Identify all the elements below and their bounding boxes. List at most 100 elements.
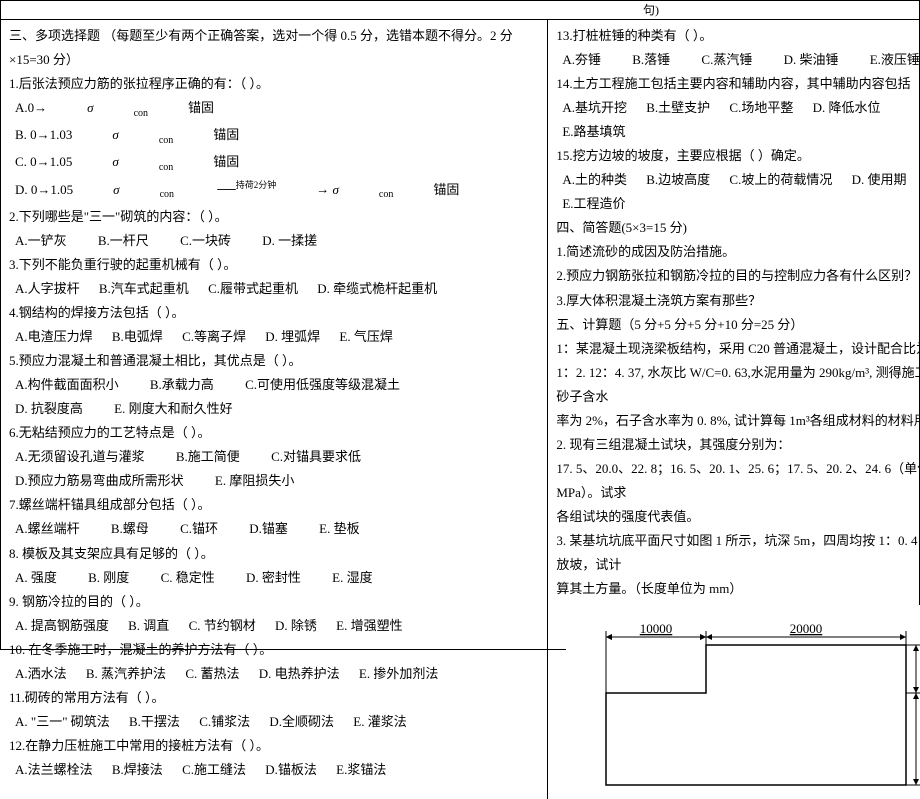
q12-opt-c: C.施工缝法 [182,758,246,782]
q4-opt-e: E. 气压焊 [339,325,392,349]
s4q3: 3.厚大体积混凝土浇筑方案有那些？ [556,289,920,313]
q8-opt-a: A. 强度 [15,566,57,590]
q1-options-row1: A.0→σcon 锚固 B. 0→1.03σcon 锚固 [9,96,539,150]
q4-stem: 4.钢结构的焊接方法包括（ ）。 [9,301,539,325]
q8-options: A. 强度 B. 刚度 C. 稳定性 D. 密封性 E. 湿度 [9,566,539,590]
q4-opt-a: A.电渣压力焊 [15,325,93,349]
q12-opt-d: D.锚板法 [265,758,317,782]
q2-opt-a: A.一铲灰 [15,229,67,253]
q1-options-row2: C. 0→1.05σcon 锚固 D. 0→1.05σcon ──持荷2分钟→ … [9,150,539,205]
q7-opt-b: B.螺母 [111,517,149,541]
s5q3-line2: 算其土方量。（长度单位为 mm） [556,577,920,601]
q10-opt-d: D. 电热养护法 [259,662,340,686]
q6-opt-a: A.无须留设孔道与灌浆 [15,445,145,469]
q11-opt-a: A. "三一" 砌筑法 [15,710,110,734]
q12-opt-e: E.浆锚法 [336,758,386,782]
q3-opt-b: B.汽车式起重机 [99,277,189,301]
q10-opt-b: B. 蒸汽养护法 [86,662,166,686]
q11-options: A. "三一" 砌筑法 B.干摆法 C.铺浆法 D.全顺砌法 E. 灌浆法 [9,710,539,734]
s5q3-line1: 3. 某基坑坑底平面尺寸如图 1 所示，坑深 5m，四周均按 1：0. 4 的坡… [556,529,920,577]
q9-opt-a: A. 提高钢筋强度 [15,614,109,638]
q12-opt-b: B.焊接法 [112,758,163,782]
q7-opt-e: E. 垫板 [319,517,359,541]
q8-stem: 8. 模板及其支架应具有足够的（ ）。 [9,542,539,566]
q15-opt-a: A.土的种类 [562,168,627,192]
q14-opt-b: B.土壁支护 [646,96,710,120]
q15-opt-e: E.工程造价 [562,192,625,216]
q2-opt-c: C.一块砖 [180,229,231,253]
q6-options-row2: D.预应力筋易弯曲成所需形状 E. 摩阻损失小 [9,469,539,493]
q6-opt-b: B.施工简便 [176,445,240,469]
q3-stem: 3.下列不能负重行驶的起重机械有（ ）。 [9,253,539,277]
q5-opt-c: C.可使用低强度等级混凝土 [245,373,400,397]
q15-opt-c: C.坡上的荷载情况 [729,168,832,192]
two-columns: 三、多项选择题 （每题至少有两个正确答案，选对一个得 0.5 分，选错本题不得分… [1,20,919,799]
q5-opt-e: E. 刚度大和耐久性好 [114,397,232,421]
q2-opt-b: B.一杆尺 [98,229,149,253]
q14-opt-d: D. 降低水位 [813,96,881,120]
q10-opt-e: E. 掺外加剂法 [359,662,438,686]
q15-stem: 15.挖方边坡的坡度，主要应根据（ ）确定。 [556,144,920,168]
section-3-header: 三、多项选择题 （每题至少有两个正确答案，选对一个得 0.5 分，选错本题不得分… [9,24,539,72]
q5-options-row2: D. 抗裂度高 E. 刚度大和耐久性好 [9,397,539,421]
q8-opt-d: D. 密封性 [246,566,301,590]
q6-stem: 6.无粘结预应力的工艺特点是（ ）。 [9,421,539,445]
q7-options: A.螺丝端杆 B.螺母 C.锚环 D.锚塞 E. 垫板 [9,517,539,541]
q9-opt-d: D. 除锈 [275,614,317,638]
q8-opt-e: E. 湿度 [332,566,372,590]
left-column: 三、多项选择题 （每题至少有两个正确答案，选对一个得 0.5 分，选错本题不得分… [1,20,548,799]
q4-opt-b: B.电弧焊 [112,325,163,349]
q11-opt-c: C.铺浆法 [199,710,250,734]
q15-options: A.土的种类 B.边坡高度 C.坡上的荷载情况 D. 使用期 E.工程造价 [556,168,920,216]
q9-opt-e: E. 增强塑性 [336,614,402,638]
q10-options: A.洒水法 B. 蒸汽养护法 C. 蓄热法 D. 电热养护法 E. 掺外加剂法 [9,662,539,686]
q13-options: A.夯锤 B.落锤 C.蒸汽锤 D. 柴油锤 E.液压锤 [556,48,920,72]
q1-opt-a: A.0→σcon 锚固 [15,96,254,123]
foundation-pit-figure: 10000 20000 5000 10000 [566,605,920,795]
q3-options: A.人字拔杆 B.汽车式起重机 C.履带式起重机 D. 牵缆式桅杆起重机 [9,277,539,301]
q7-stem: 7.螺丝端杆锚具组成部分包括（ ）。 [9,493,539,517]
q3-opt-a: A.人字拔杆 [15,277,80,301]
q4-opt-d: D. 埋弧焊 [265,325,320,349]
s5q1-line2: 1：2. 12：4. 37, 水灰比 W/C=0. 63,水泥用量为 290kg… [556,361,920,409]
s4q2: 2.预应力钢筋张拉和钢筋冷拉的目的与控制应力各有什么区别？ [556,264,920,288]
section-4-header: 四、简答题(5×3=15 分) [556,216,920,240]
q12-opt-a: A.法兰螺栓法 [15,758,93,782]
q2-stem: 2.下列哪些是"三一"砌筑的内容：（ ）。 [9,205,539,229]
dim-top-right: 20000 [790,621,823,636]
q13-opt-d: D. 柴油锤 [784,48,839,72]
q6-opt-d: D.预应力筋易弯曲成所需形状 [15,469,184,493]
q11-stem: 11.砌砖的常用方法有（ ）。 [9,686,539,710]
q10-opt-a: A.洒水法 [15,662,67,686]
q10-opt-c: C. 蓄热法 [185,662,239,686]
q13-stem: 13.打桩桩锤的种类有（ ）。 [556,24,920,48]
q5-stem: 5.预应力混凝土和普通混凝土相比，其优点是（ ）。 [9,349,539,373]
q14-opt-c: C.场地平整 [729,96,793,120]
q15-opt-d: D. 使用期 [852,168,907,192]
q3-opt-d: D. 牵缆式桅杆起重机 [317,277,437,301]
q13-opt-e: E.液压锤 [870,48,920,72]
s4q1: 1.简述流砂的成因及防治措施。 [556,240,920,264]
q7-opt-d: D.锚塞 [249,517,288,541]
section-5-header: 五、计算题（5 分+5 分+5 分+10 分=25 分） [556,313,920,337]
q4-opt-c: C.等离子焊 [182,325,246,349]
s5q1-line3: 率为 2%，石子含水率为 0. 8%, 试计算每 1m³各组成材料的材料用量。 [556,409,920,433]
q5-opt-b: B.承载力高 [150,373,214,397]
q1-stem: 1.后张法预应力筋的张拉程序正确的有：（ ）。 [9,72,539,96]
s5q1-line1: 1：某混凝土现浇梁板结构，采用 C20 普通混凝土，设计配合比为： [556,337,920,361]
q15-opt-b: B.边坡高度 [646,168,710,192]
q1-opt-c: C. 0→1.05σcon 锚固 [15,150,279,177]
q8-opt-b: B. 刚度 [88,566,129,590]
right-column: 13.打桩桩锤的种类有（ ）。 A.夯锤 B.落锤 C.蒸汽锤 D. 柴油锤 E… [548,20,920,799]
q12-options: A.法兰螺栓法 B.焊接法 C.施工缝法 D.锚板法 E.浆锚法 [9,758,539,782]
s5q2-line2: 17. 5、20.0、22. 8；16. 5、20. 1、25. 6；17. 5… [556,457,920,505]
q13-opt-b: B.落锤 [632,48,670,72]
q5-opt-a: A.构件截面面积小 [15,373,119,397]
q6-options-row1: A.无须留设孔道与灌浆 B.施工简便 C.对锚具要求低 [9,445,539,469]
q3-opt-c: C.履带式起重机 [208,277,298,301]
q7-opt-c: C.锚环 [180,517,218,541]
q12-stem: 12.在静力压桩施工中常用的接桩方法有（ ）。 [9,734,539,758]
q1-opt-d: D. 0→1.05σcon ──持荷2分钟→ σcon 锚固 [15,177,499,204]
q1-opt-b: B. 0→1.03σcon 锚固 [15,123,279,150]
q9-options: A. 提高钢筋强度 B. 调直 C. 节约钢材 D. 除锈 E. 增强塑性 [9,614,539,638]
